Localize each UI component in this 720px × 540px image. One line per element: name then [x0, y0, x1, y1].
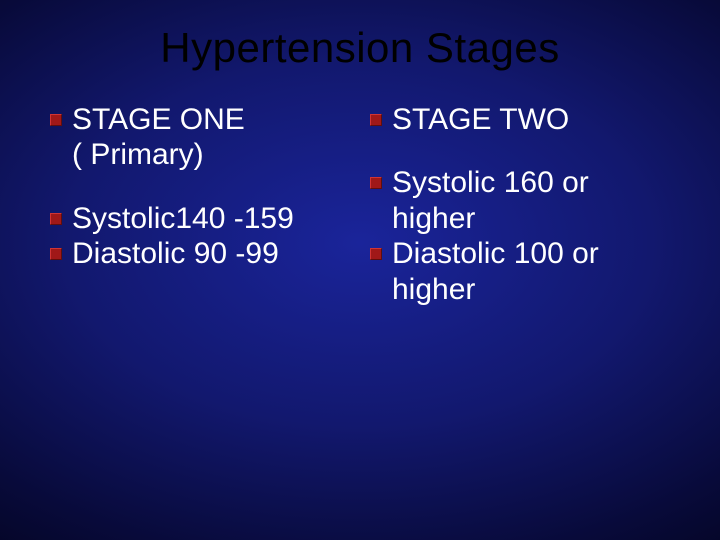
right-items-block: Systolic 160 or higher Diastolic 100 or …	[370, 165, 670, 307]
stage-one-label: STAGE ONE	[72, 102, 350, 137]
bullet-icon	[50, 114, 62, 126]
stage-two-label: STAGE TWO	[392, 102, 670, 137]
right-item-0: Systolic 160 or higher	[392, 165, 670, 236]
bullet-icon	[50, 213, 62, 225]
right-heading-block: STAGE TWO	[370, 102, 670, 137]
left-item-0: Systolic140 -159	[72, 201, 350, 236]
list-item: STAGE ONE	[50, 102, 350, 137]
bullet-icon	[370, 177, 382, 189]
left-column: STAGE ONE ( Primary) Systolic140 -159 Di…	[50, 102, 350, 335]
content-columns: STAGE ONE ( Primary) Systolic140 -159 Di…	[0, 72, 720, 335]
bullet-icon	[370, 248, 382, 260]
stage-one-subtitle: ( Primary)	[50, 137, 350, 172]
left-item-1: Diastolic 90 -99	[72, 236, 350, 271]
right-item-1: Diastolic 100 or higher	[392, 236, 670, 307]
list-item: Diastolic 100 or higher	[370, 236, 670, 307]
list-item: STAGE TWO	[370, 102, 670, 137]
slide: Hypertension Stages STAGE ONE ( Primary)…	[0, 0, 720, 540]
left-heading-block: STAGE ONE ( Primary)	[50, 102, 350, 173]
left-items-block: Systolic140 -159 Diastolic 90 -99	[50, 201, 350, 272]
right-column: STAGE TWO Systolic 160 or higher Diastol…	[370, 102, 670, 335]
list-item: Systolic140 -159	[50, 201, 350, 236]
slide-title: Hypertension Stages	[0, 0, 720, 72]
bullet-icon	[50, 248, 62, 260]
list-item: Diastolic 90 -99	[50, 236, 350, 271]
bullet-icon	[370, 114, 382, 126]
list-item: Systolic 160 or higher	[370, 165, 670, 236]
